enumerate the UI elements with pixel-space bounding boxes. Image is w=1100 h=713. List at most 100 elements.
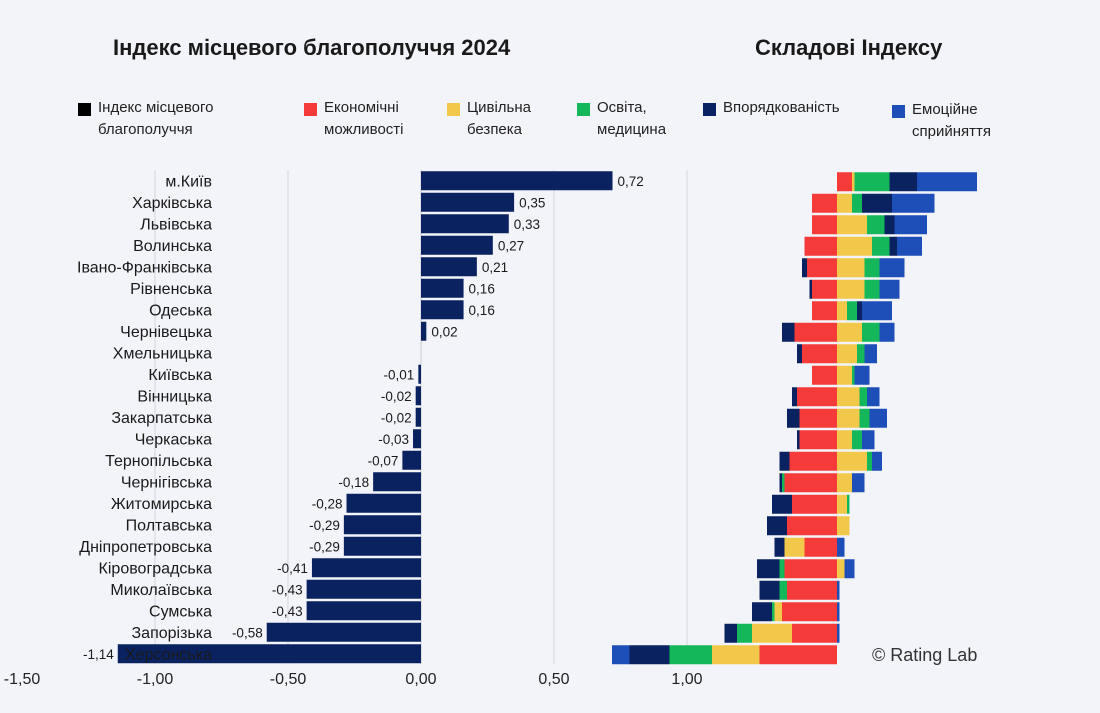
segment-цивільна-безпека-чернігівська bbox=[837, 473, 852, 493]
bar-чернігівська bbox=[373, 472, 421, 492]
segment-економічні-можливості-чернігівська bbox=[784, 473, 837, 493]
segment-економічні-можливості-хмельницька bbox=[802, 344, 837, 364]
value-label: 0,27 bbox=[498, 238, 524, 253]
segment-впорядкованість-львівська bbox=[884, 215, 895, 235]
bar-рівненська bbox=[421, 278, 464, 298]
legend-item-order: Впорядкованість bbox=[703, 97, 840, 119]
legend-item-emotional: Емоційне сприйняття bbox=[892, 99, 991, 143]
legend-item-economic: Економічні можливості bbox=[304, 97, 404, 141]
x-tick-label: -0,50 bbox=[270, 671, 307, 688]
segment-освіта-медицина-чернівецька bbox=[862, 322, 880, 342]
segment-цивільна-безпека-хмельницька bbox=[837, 344, 857, 364]
segment-емоційне-сприйняття-одеська bbox=[862, 301, 892, 321]
segment-впорядкованість-хмельницька bbox=[797, 344, 802, 364]
segment-емоційне-сприйняття-чернівецька bbox=[879, 322, 895, 342]
segment-економічні-можливості-дніпропетровська bbox=[804, 537, 837, 557]
segment-цивільна-безпека-дніпропетровська bbox=[784, 537, 805, 557]
segment-впорядкованість-кіровоградська bbox=[757, 559, 780, 579]
category-label: Харківська bbox=[132, 195, 212, 212]
left-chart-value-labels: 0,72 0,35 0,33 0,27 0,21 0,16 0,16 0,02 -0,01 -0,… bbox=[83, 174, 644, 662]
category-label: Тернопільська bbox=[105, 453, 212, 470]
segment-економічні-можливості-закарпатська bbox=[799, 408, 837, 428]
value-label: -0,41 bbox=[277, 561, 308, 576]
bar-закарпатська bbox=[415, 407, 421, 427]
value-label: -0,01 bbox=[384, 367, 415, 382]
legend-label-education-line2: медицина bbox=[597, 121, 667, 138]
legend-label-economic: Економічні bbox=[324, 99, 399, 116]
value-label: 0,33 bbox=[514, 217, 540, 232]
segment-емоційне-сприйняття-миколаївська bbox=[837, 580, 840, 600]
category-label: Івано-Франківська bbox=[77, 259, 212, 276]
segment-впорядкованість-запорізька bbox=[724, 623, 737, 643]
segment-емоційне-сприйняття-рівненська bbox=[879, 279, 900, 299]
segment-цивільна-безпека-полтавська bbox=[837, 516, 850, 536]
segment-освіта-медицина-закарпатська bbox=[859, 408, 870, 428]
value-label: 0,72 bbox=[618, 174, 644, 189]
segment-цивільна-безпека-вінницька bbox=[837, 387, 860, 407]
value-label: 0,16 bbox=[469, 281, 495, 296]
segment-цивільна-безпека-одеська bbox=[837, 301, 847, 321]
category-label: Одеська bbox=[149, 302, 212, 319]
segment-освіта-медицина-харківська bbox=[852, 193, 862, 213]
legend-label-emotional-line2: сприйняття bbox=[912, 123, 991, 140]
segment-економічні-можливості-харківська bbox=[812, 193, 837, 213]
legend-label-index-line2: благополуччя bbox=[98, 121, 193, 138]
left-chart-category-labels: м.Київ Харківська Львівська Волинська Івано-… bbox=[77, 173, 212, 663]
value-label: -0,29 bbox=[309, 518, 340, 533]
left-chart-bars bbox=[117, 171, 613, 664]
segment-економічні-можливості-житомирська bbox=[792, 494, 837, 514]
legend-item-index: Індекс місцевого благополуччя bbox=[78, 97, 213, 141]
legend-label-order: Впорядкованість bbox=[723, 99, 840, 116]
segment-впорядкованість-одеська bbox=[857, 301, 862, 321]
segment-економічні-можливості-сумська bbox=[782, 602, 837, 622]
segment-освіта-медицина-вінницька bbox=[859, 387, 867, 407]
category-label: Вінницька bbox=[137, 388, 212, 405]
category-label: Сумська bbox=[149, 603, 212, 620]
segment-впорядкованість-волинська bbox=[889, 236, 897, 256]
legend-swatch-emotional bbox=[892, 105, 905, 118]
segment-цивільна-безпека-рівненська bbox=[837, 279, 865, 299]
bar-львівська bbox=[421, 214, 509, 234]
segment-впорядкованість-івано-франківська bbox=[802, 258, 807, 278]
category-label: Запорізька bbox=[132, 625, 213, 642]
segment-економічні-можливості-запорізька bbox=[792, 623, 837, 643]
value-label: -0,02 bbox=[381, 410, 412, 425]
segment-емоційне-сприйняття-львівська bbox=[894, 215, 927, 235]
bar-житомирська bbox=[346, 493, 421, 513]
segment-освіта-медицина-сумська bbox=[772, 602, 775, 622]
value-label: 0,02 bbox=[431, 324, 457, 339]
category-label: Кіровоградська bbox=[99, 560, 213, 577]
legend-label-safety: Цивільна bbox=[467, 99, 531, 116]
segment-економічні-можливості-волинська bbox=[804, 236, 837, 256]
segment-цивільна-безпека-івано-франківська bbox=[837, 258, 865, 278]
bar-черкаська bbox=[413, 429, 421, 449]
category-label: Чернігівська bbox=[121, 474, 212, 491]
category-label: Полтавська bbox=[126, 517, 212, 534]
bar-сумська bbox=[306, 601, 421, 621]
segment-цивільна-безпека-львівська bbox=[837, 215, 867, 235]
segment-економічні-можливості-черкаська bbox=[799, 430, 837, 450]
segment-освіта-медицина-одеська bbox=[847, 301, 857, 321]
segment-емоційне-сприйняття-чернігівська bbox=[852, 473, 865, 493]
segment-впорядкованість-чернівецька bbox=[782, 322, 795, 342]
segment-впорядкованість-черкаська bbox=[797, 430, 800, 450]
bar-івано-франківська bbox=[421, 257, 477, 277]
segment-освіта-медицина-житомирська bbox=[847, 494, 850, 514]
category-label: Житомирська bbox=[111, 496, 212, 513]
category-label: Миколаївська bbox=[110, 582, 212, 599]
legend-swatch-education bbox=[577, 103, 590, 116]
segment-впорядкованість-херсонська bbox=[629, 645, 670, 665]
category-label: м.Київ bbox=[165, 173, 212, 190]
category-label: Львівська bbox=[140, 216, 212, 233]
segment-економічні-можливості-львівська bbox=[812, 215, 837, 235]
value-label: 0,35 bbox=[519, 195, 545, 210]
segment-впорядкованість-миколаївська bbox=[759, 580, 780, 600]
legend-label-emotional: Емоційне bbox=[912, 101, 978, 118]
segment-цивільна-безпека-чернівецька bbox=[837, 322, 862, 342]
segment-цивільна-безпека-м-київ bbox=[852, 172, 855, 192]
segment-економічні-можливості-полтавська bbox=[787, 516, 837, 536]
segment-економічні-можливості-тернопільська bbox=[789, 451, 837, 471]
segment-економічні-можливості-херсонська bbox=[759, 645, 837, 665]
segment-цивільна-безпека-кіровоградська bbox=[837, 559, 845, 579]
legend-swatch-index bbox=[78, 103, 91, 116]
